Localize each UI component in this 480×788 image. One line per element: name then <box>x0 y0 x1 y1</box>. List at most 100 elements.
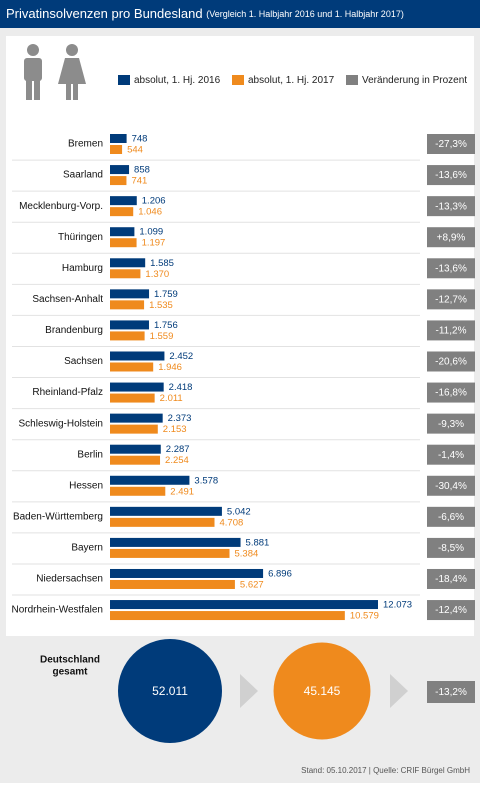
category-label: Mecklenburg-Vorp. <box>19 201 103 212</box>
value-label: 12.073 <box>383 600 412 611</box>
category-label: Sachsen-Anhalt <box>32 294 103 305</box>
change-label: -13,6% <box>435 263 467 274</box>
change-label: -18,4% <box>435 574 467 585</box>
value-label: 748 <box>132 134 148 145</box>
bar <box>110 506 222 516</box>
category-label: Hessen <box>69 480 103 491</box>
bar <box>110 300 145 310</box>
subtitle: (Vergleich 1. Halbjahr 2016 und 1. Halbj… <box>206 9 404 19</box>
legend: absolut, 1. Hj. 2016 absolut, 1. Hj. 2017… <box>118 75 467 86</box>
bar <box>110 320 149 330</box>
value-label: 4.708 <box>220 517 244 528</box>
bar <box>110 258 146 268</box>
bar <box>110 444 161 454</box>
category-label: Bayern <box>71 543 103 554</box>
change-label: -27,3% <box>435 139 467 150</box>
bar <box>110 382 164 392</box>
bar <box>110 393 155 403</box>
value-label: 2.011 <box>160 393 183 404</box>
bar <box>110 289 150 299</box>
change-box <box>427 681 475 703</box>
total-circle <box>273 642 371 740</box>
value-label: 858 <box>134 165 150 176</box>
value-label: 1.046 <box>138 207 162 218</box>
category-label: Nordrhein-Westfalen <box>11 605 103 616</box>
bar <box>110 331 145 341</box>
change-label: -11,2% <box>436 326 467 337</box>
bar <box>110 568 264 578</box>
arrow <box>240 674 258 708</box>
bar <box>110 413 163 423</box>
change-label: -13,3% <box>435 201 467 212</box>
bar <box>110 227 135 237</box>
category-label: Bremen <box>68 139 103 150</box>
header-bar <box>0 0 480 28</box>
category-label: Baden-Württemberg <box>13 511 103 522</box>
category-label: Sachsen <box>64 356 103 367</box>
legend-label: absolut, 1. Hj. 2017 <box>248 75 335 86</box>
total-label: gesamt <box>52 667 88 678</box>
value-label: 5.384 <box>235 548 259 559</box>
bar <box>110 455 161 465</box>
bar <box>110 269 141 279</box>
change-box <box>427 227 475 248</box>
value-label: 6.896 <box>268 568 292 579</box>
bar <box>110 362 154 372</box>
value-label: 2.373 <box>168 413 192 424</box>
change-box <box>427 196 475 217</box>
value-label: 10.579 <box>350 611 379 622</box>
value-label: 2.254 <box>165 455 189 466</box>
change-label: -30,4% <box>435 481 467 492</box>
change-box <box>427 165 475 186</box>
change-box <box>427 351 475 372</box>
change-label: -13,2% <box>435 687 467 698</box>
bar <box>110 548 230 558</box>
value-label: 1.946 <box>158 362 182 373</box>
change-box <box>427 506 475 527</box>
category-label: Brandenburg <box>45 325 103 336</box>
bar <box>110 207 134 217</box>
legend-swatch <box>118 75 130 85</box>
value-label: 1.559 <box>150 331 174 342</box>
bar <box>110 134 127 143</box>
total-value: 45.145 <box>304 684 341 698</box>
change-label: -12,7% <box>435 294 467 305</box>
bar <box>110 424 158 434</box>
value-label: 1.099 <box>139 227 163 238</box>
category-label: Saarland <box>63 170 103 181</box>
value-label: 5.627 <box>240 579 264 590</box>
change-box <box>427 600 475 621</box>
bar <box>110 517 215 527</box>
panel <box>6 36 474 636</box>
value-label: 1.197 <box>142 238 166 249</box>
change-label: +8,9% <box>437 232 466 243</box>
change-label: -1,4% <box>438 450 464 461</box>
value-label: 1.535 <box>149 300 173 311</box>
bar <box>110 238 137 248</box>
category-label: Berlin <box>77 449 103 460</box>
value-label: 2.491 <box>170 486 194 497</box>
bar <box>110 176 127 186</box>
change-label: -6,6% <box>438 512 464 523</box>
value-label: 1.759 <box>154 289 178 300</box>
category-label: Schleswig-Holstein <box>19 418 103 429</box>
value-label: 741 <box>131 176 147 187</box>
footer: Stand: 05.10.2017 | Quelle: CRIF Bürgel … <box>301 766 470 775</box>
value-label: 5.042 <box>227 506 251 517</box>
bar <box>110 537 241 547</box>
change-box <box>427 134 475 154</box>
change-label: -13,6% <box>435 170 467 181</box>
change-box <box>427 320 475 341</box>
bar <box>110 351 165 361</box>
category-label: Rheinland-Pfalz <box>32 387 103 398</box>
change-box <box>427 258 475 279</box>
change-label: -20,6% <box>435 357 467 368</box>
bar <box>110 145 123 154</box>
bar <box>110 165 130 175</box>
total-value: 52.011 <box>152 684 188 698</box>
bar <box>110 600 378 610</box>
category-label: Thüringen <box>58 232 103 243</box>
value-label: 3.578 <box>194 475 218 486</box>
